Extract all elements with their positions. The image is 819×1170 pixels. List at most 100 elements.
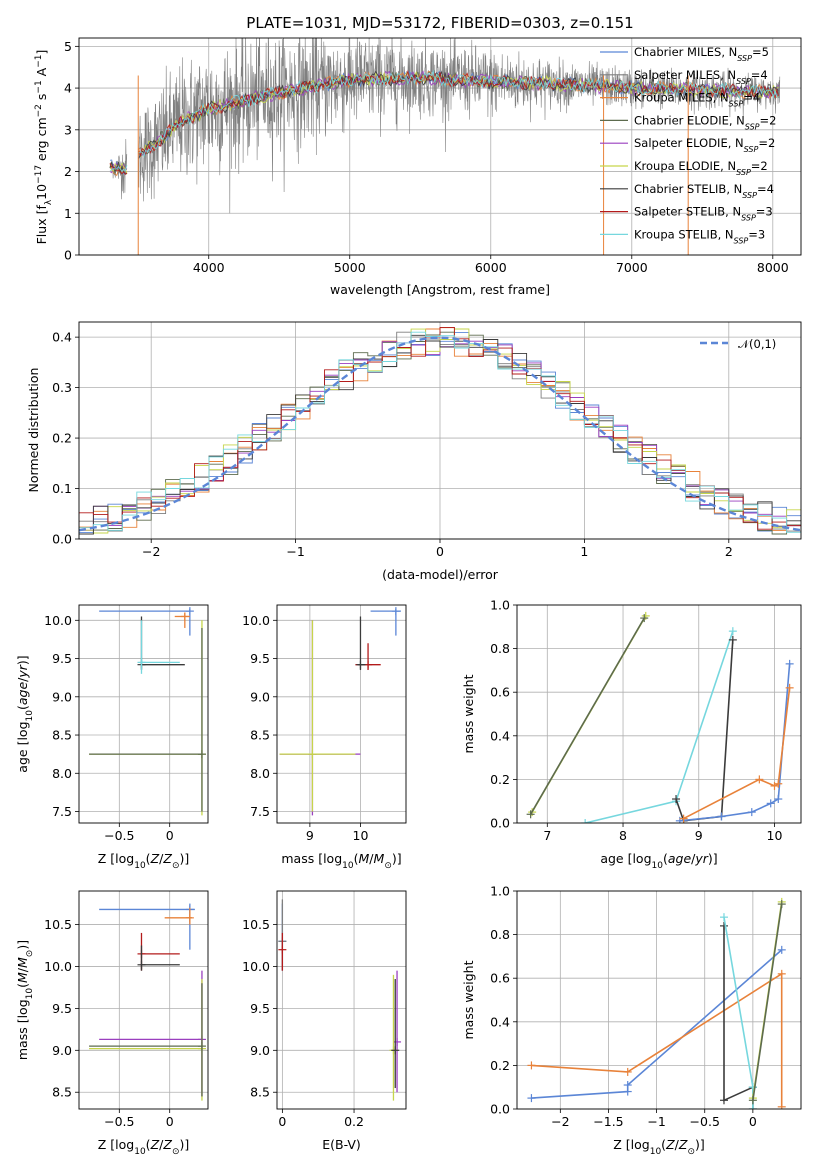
label-part: A [34,67,49,80]
label-part: )] [179,851,189,866]
label-part: yr [15,664,30,678]
panel-mass-vs-Z: −0.5 08.59.09.510.010.5Z [log10(Z/Z⊙)]mas… [15,890,209,1157]
y-tick-label: 9.0 [250,1043,270,1058]
legend-label-part: Chabrier MILES, N [634,45,737,59]
legend-label-part: =2 [758,136,775,150]
label-part: 10 [34,184,49,200]
plot-area [109,38,781,255]
axes-frame [78,890,209,1110]
axes-frame [516,890,802,1110]
histogram-step [79,331,801,539]
x-tick-label: 8 [619,828,627,843]
legend-label-part: SSP [744,145,759,154]
label-part: / [159,1137,164,1152]
axes-frame [78,604,209,824]
plot-area [278,899,402,1101]
y-tick-label: 8.5 [52,1085,72,1100]
y-tick-label: 10.5 [44,917,72,932]
label-part: ( [663,851,668,866]
label-part: 10 [134,861,146,871]
label-part: Z [678,1137,688,1152]
model-spectrum [109,69,779,175]
label-part: s [34,94,49,105]
label-part: )] [695,1137,705,1152]
plot-area [526,611,794,823]
legend-label-part: Salpeter MILES, N [634,68,736,82]
label-part: 10 [25,710,35,722]
legend-label-part: Kroupa ELODIE, N [634,159,736,173]
x-tick-label: 7000 [616,260,648,275]
y-axis-label: age [log10(age/yr)] [15,655,35,772]
y-axis-label: mass weight [461,960,476,1039]
x-tick-label: −0.5 [104,828,134,843]
legend-label-part: Chabrier STELIB, N [634,182,742,196]
x-tick-label: 8000 [757,260,789,275]
legend-label-part: =5 [752,45,769,59]
legend-label-part: =4 [751,68,768,82]
label-part: ⊙ [687,1147,695,1157]
legend-label: Kroupa ELODIE, NSSP=2 [634,159,768,177]
weight-line [585,630,734,823]
label-part: M [15,972,30,983]
x-axis-label: Z [log10(Z/Z⊙)] [613,1137,705,1157]
axes-frame [516,604,802,824]
label-part: Z [665,1137,675,1152]
label-part: / [675,1137,680,1152]
x-tick-label: 0 [278,1114,286,1129]
legend-label-part: SSP [742,190,757,199]
y-tick-label: 0.8 [490,641,510,656]
label-part: −2 [34,104,44,117]
label-part: Z [log [98,851,134,866]
y-tick-label: 7.5 [52,804,72,819]
figure-title: PLATE=1031, MJD=53172, FIBERID=0303, z=0… [246,14,633,32]
y-tick-label: 7.5 [250,804,270,819]
x-axis-label: E(B-V) [322,1137,361,1152]
plot-area [527,897,786,1109]
x-tick-label: 4000 [193,260,225,275]
label-part: −1 [34,55,44,68]
y-tick-label: 9.0 [52,1043,72,1058]
panel-mass-weight-vs-Z: −2 −1.5 −1 −0.5 0 0.0 0.2 0.4 0.6 0.8 1.0 Z [log10(… [461,884,802,1157]
label-part: M [359,851,370,866]
legend-label-part: =4 [743,91,760,105]
legend-label-part: =2 [760,113,777,127]
x-tick-label: 9 [306,828,314,843]
y-tick-label: 0.2 [52,431,72,446]
weight-line [683,687,791,820]
axes-frame [276,890,407,1110]
label-part: ⊙ [384,861,392,871]
legend-label: Chabrier MILES, NSSP=5 [634,45,769,63]
legend-label-part: SSP [745,122,760,131]
panel-spectrum: 4000 5000 6000 7000 8000 0 1 2 3 4 5 Chabrier MILES… [34,37,802,297]
legend-label: 𝒩(0,1) [738,337,776,351]
y-tick-label: 0.4 [490,728,510,743]
plot-area [89,903,206,1101]
x-axis-label: Z [log10(Z/Z⊙)] [98,851,190,871]
x-tick-label: 6000 [475,260,507,275]
y-tick-label: 5 [64,39,72,54]
label-part: E(B-V) [322,1137,361,1152]
x-tick-label: 0 [166,828,174,843]
legend-label-part: SSP [736,76,751,85]
y-axis-label: Normed distribution [26,368,41,493]
y-tick-label: 0.2 [490,1058,510,1073]
y-tick-label: 10.0 [44,959,72,974]
label-part: M [374,851,385,866]
label-part: yr [694,851,708,866]
axes-frame [78,37,802,256]
weight-line [679,663,791,822]
label-part: 10 [652,861,664,871]
legend-label-part: =2 [751,159,768,173]
legend-label: Salpeter STELIB, NSSP=3 [634,205,773,223]
label-part: Z [150,851,160,866]
legend-label-part: =3 [748,227,765,241]
y-tick-label: 4 [64,81,72,96]
x-tick-label: −0.5 [104,1114,134,1129]
weight-line [752,903,783,1101]
legend-label: Salpeter MILES, NSSP=4 [634,68,768,86]
y-tick-label: 0.1 [52,481,72,496]
y-tick-label: 9.5 [52,651,72,666]
legend-label-part: SSP [741,213,756,222]
label-part: ( [354,851,359,866]
